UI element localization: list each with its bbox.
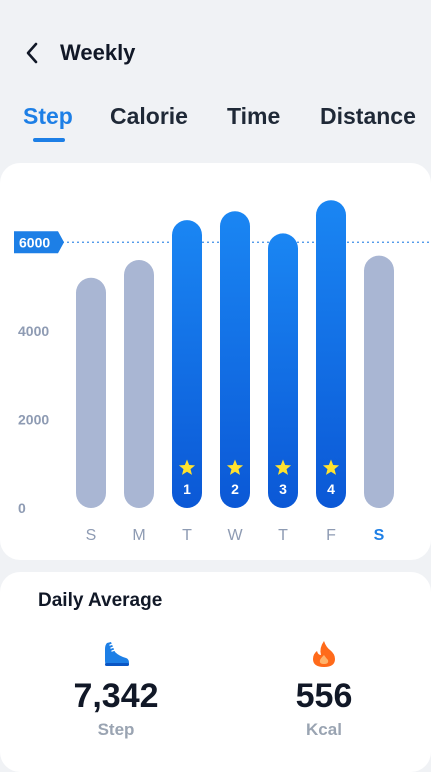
average-steps-stat: 7,342 Step — [46, 637, 186, 740]
x-tick-label: M — [132, 527, 145, 544]
daily-average-title: Daily Average — [38, 590, 163, 611]
step-bar[interactable] — [172, 220, 202, 508]
x-tick-label: W — [227, 527, 243, 544]
tab-time[interactable]: Time — [227, 103, 281, 129]
x-tick-label: T — [182, 527, 192, 544]
goal-streak-number: 3 — [279, 481, 287, 497]
step-bar[interactable] — [76, 277, 106, 508]
goal-label: 6000 — [19, 234, 50, 250]
flame-icon — [313, 641, 335, 667]
chevron-left-icon — [26, 42, 38, 64]
daily-average-card: Daily Average 7,342 Step 556 Kcal — [0, 572, 431, 772]
average-steps-value: 7,342 — [73, 677, 159, 715]
metric-tabs: Step Calorie Time Distance — [0, 100, 431, 150]
average-calories-unit: Kcal — [306, 720, 342, 739]
average-calories-stat: 556 Kcal — [254, 637, 394, 740]
step-bar[interactable] — [316, 200, 346, 508]
step-bar[interactable] — [124, 260, 154, 508]
header: Weekly — [0, 0, 431, 100]
goal-streak-number: 1 — [183, 481, 191, 497]
star-icon — [178, 459, 196, 475]
goal-streak-number: 4 — [327, 481, 335, 497]
average-steps-unit: Step — [97, 720, 135, 739]
star-icon — [226, 459, 244, 475]
page-title: Weekly — [60, 40, 136, 65]
sneaker-icon — [105, 642, 129, 666]
x-tick-label: F — [326, 527, 336, 544]
star-icon — [274, 459, 292, 475]
y-tick-label: 0 — [18, 500, 26, 516]
x-tick-label: S — [374, 527, 385, 544]
active-tab-indicator — [33, 138, 65, 142]
x-tick-label: S — [86, 527, 97, 544]
tab-calorie[interactable]: Calorie — [110, 103, 188, 129]
step-bar[interactable] — [364, 255, 394, 508]
tab-step[interactable]: Step — [23, 103, 73, 129]
tab-distance[interactable]: Distance — [320, 103, 416, 129]
goal-streak-number: 2 — [231, 481, 239, 497]
step-bar[interactable] — [220, 211, 250, 508]
weekly-step-chart: 6000 1 2 3 4 0 2000 4000 S M T W T F S — [14, 200, 431, 544]
y-tick-label: 2000 — [18, 411, 49, 427]
y-tick-label: 4000 — [18, 323, 49, 339]
back-button[interactable] — [18, 38, 46, 68]
step-bar[interactable] — [268, 233, 298, 508]
weekly-step-chart-card: 6000 1 2 3 4 0 2000 4000 S M T W T F S — [0, 163, 431, 560]
goal-tag — [14, 231, 64, 254]
x-tick-label: T — [278, 527, 288, 544]
average-calories-value: 556 — [295, 677, 353, 715]
star-icon — [322, 459, 340, 475]
